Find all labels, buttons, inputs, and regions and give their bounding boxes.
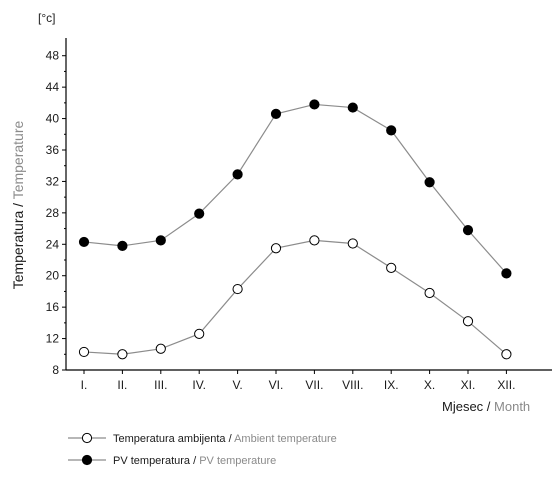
x-tick-label: IX.	[384, 378, 399, 392]
unit-label: [°c]	[38, 11, 55, 25]
y-tick-label: 20	[46, 269, 60, 283]
legend-label-separator: /	[190, 455, 199, 467]
data-point	[309, 99, 320, 110]
legend-label-secondary: Ambient temperature	[234, 433, 337, 445]
y-tick-label: 48	[46, 49, 60, 63]
data-point	[194, 328, 205, 339]
data-point	[117, 240, 128, 251]
y-tick-label: 40	[46, 112, 60, 126]
y-tick-label: 28	[46, 206, 60, 220]
data-point	[424, 287, 435, 299]
y-tick-label: 32	[46, 174, 60, 188]
y-tick-label: 16	[46, 300, 60, 314]
data-point	[155, 343, 166, 354]
legend-label-primary: Temperatura ambijenta	[113, 433, 226, 445]
data-point	[78, 236, 90, 248]
y-axis-title: Temperatura / Temperature	[10, 120, 26, 289]
data-point	[78, 346, 90, 358]
y-tick-label: 24	[46, 237, 60, 251]
legend-label-separator: /	[226, 433, 235, 445]
legend-label-secondary: PV temperature	[199, 455, 276, 467]
data-point	[424, 177, 435, 188]
data-point	[232, 169, 243, 180]
x-tick-label: VIII.	[342, 378, 363, 392]
data-point	[501, 268, 512, 279]
y-axis-title-secondary: Temperature	[10, 120, 26, 199]
legend-label-primary: PV temperatura	[113, 455, 191, 467]
x-tick-label: XI.	[461, 378, 476, 392]
series-line	[83, 103, 507, 274]
data-point	[347, 102, 358, 113]
data-point	[386, 262, 397, 273]
legend-label: Temperatura ambijenta / Ambient temperat…	[113, 433, 337, 445]
data-point	[155, 235, 166, 246]
legend-marker	[81, 432, 93, 444]
data-point	[501, 349, 512, 360]
data-point	[232, 283, 243, 295]
x-axis-title-primary: Mjesec	[442, 399, 484, 414]
data-point	[270, 108, 282, 119]
x-tick-label: X.	[424, 378, 435, 392]
y-tick-label: 44	[46, 80, 60, 94]
legend-label: PV temperatura / PV temperature	[113, 455, 276, 467]
data-point	[194, 208, 205, 219]
data-point	[309, 235, 320, 246]
y-tick-label: 8	[52, 363, 59, 377]
y-axis-title-separator: /	[10, 199, 26, 210]
y-axis-title-primary: Temperatura	[10, 210, 26, 289]
x-tick-label: IV.	[192, 378, 206, 392]
y-tick-label: 12	[46, 332, 60, 346]
x-tick-label: VII.	[305, 378, 323, 392]
data-point	[347, 238, 358, 249]
series-line	[83, 239, 507, 355]
data-point	[386, 125, 397, 136]
data-point	[462, 316, 474, 327]
x-tick-label: III.	[154, 378, 167, 392]
y-tick-label: 36	[46, 143, 60, 157]
x-tick-label: I.	[81, 378, 88, 392]
x-tick-label: II.	[117, 378, 127, 392]
x-axis-title-separator: /	[483, 399, 494, 414]
data-point	[117, 349, 128, 360]
x-tick-label: VI.	[269, 378, 284, 392]
x-axis-title: Mjesec / Month	[442, 399, 530, 414]
x-tick-label: XII.	[497, 378, 515, 392]
data-point	[270, 243, 282, 254]
legend-marker	[81, 454, 93, 466]
x-axis-title-secondary: Month	[494, 399, 530, 414]
data-point	[462, 225, 474, 236]
x-tick-label: V.	[232, 378, 242, 392]
